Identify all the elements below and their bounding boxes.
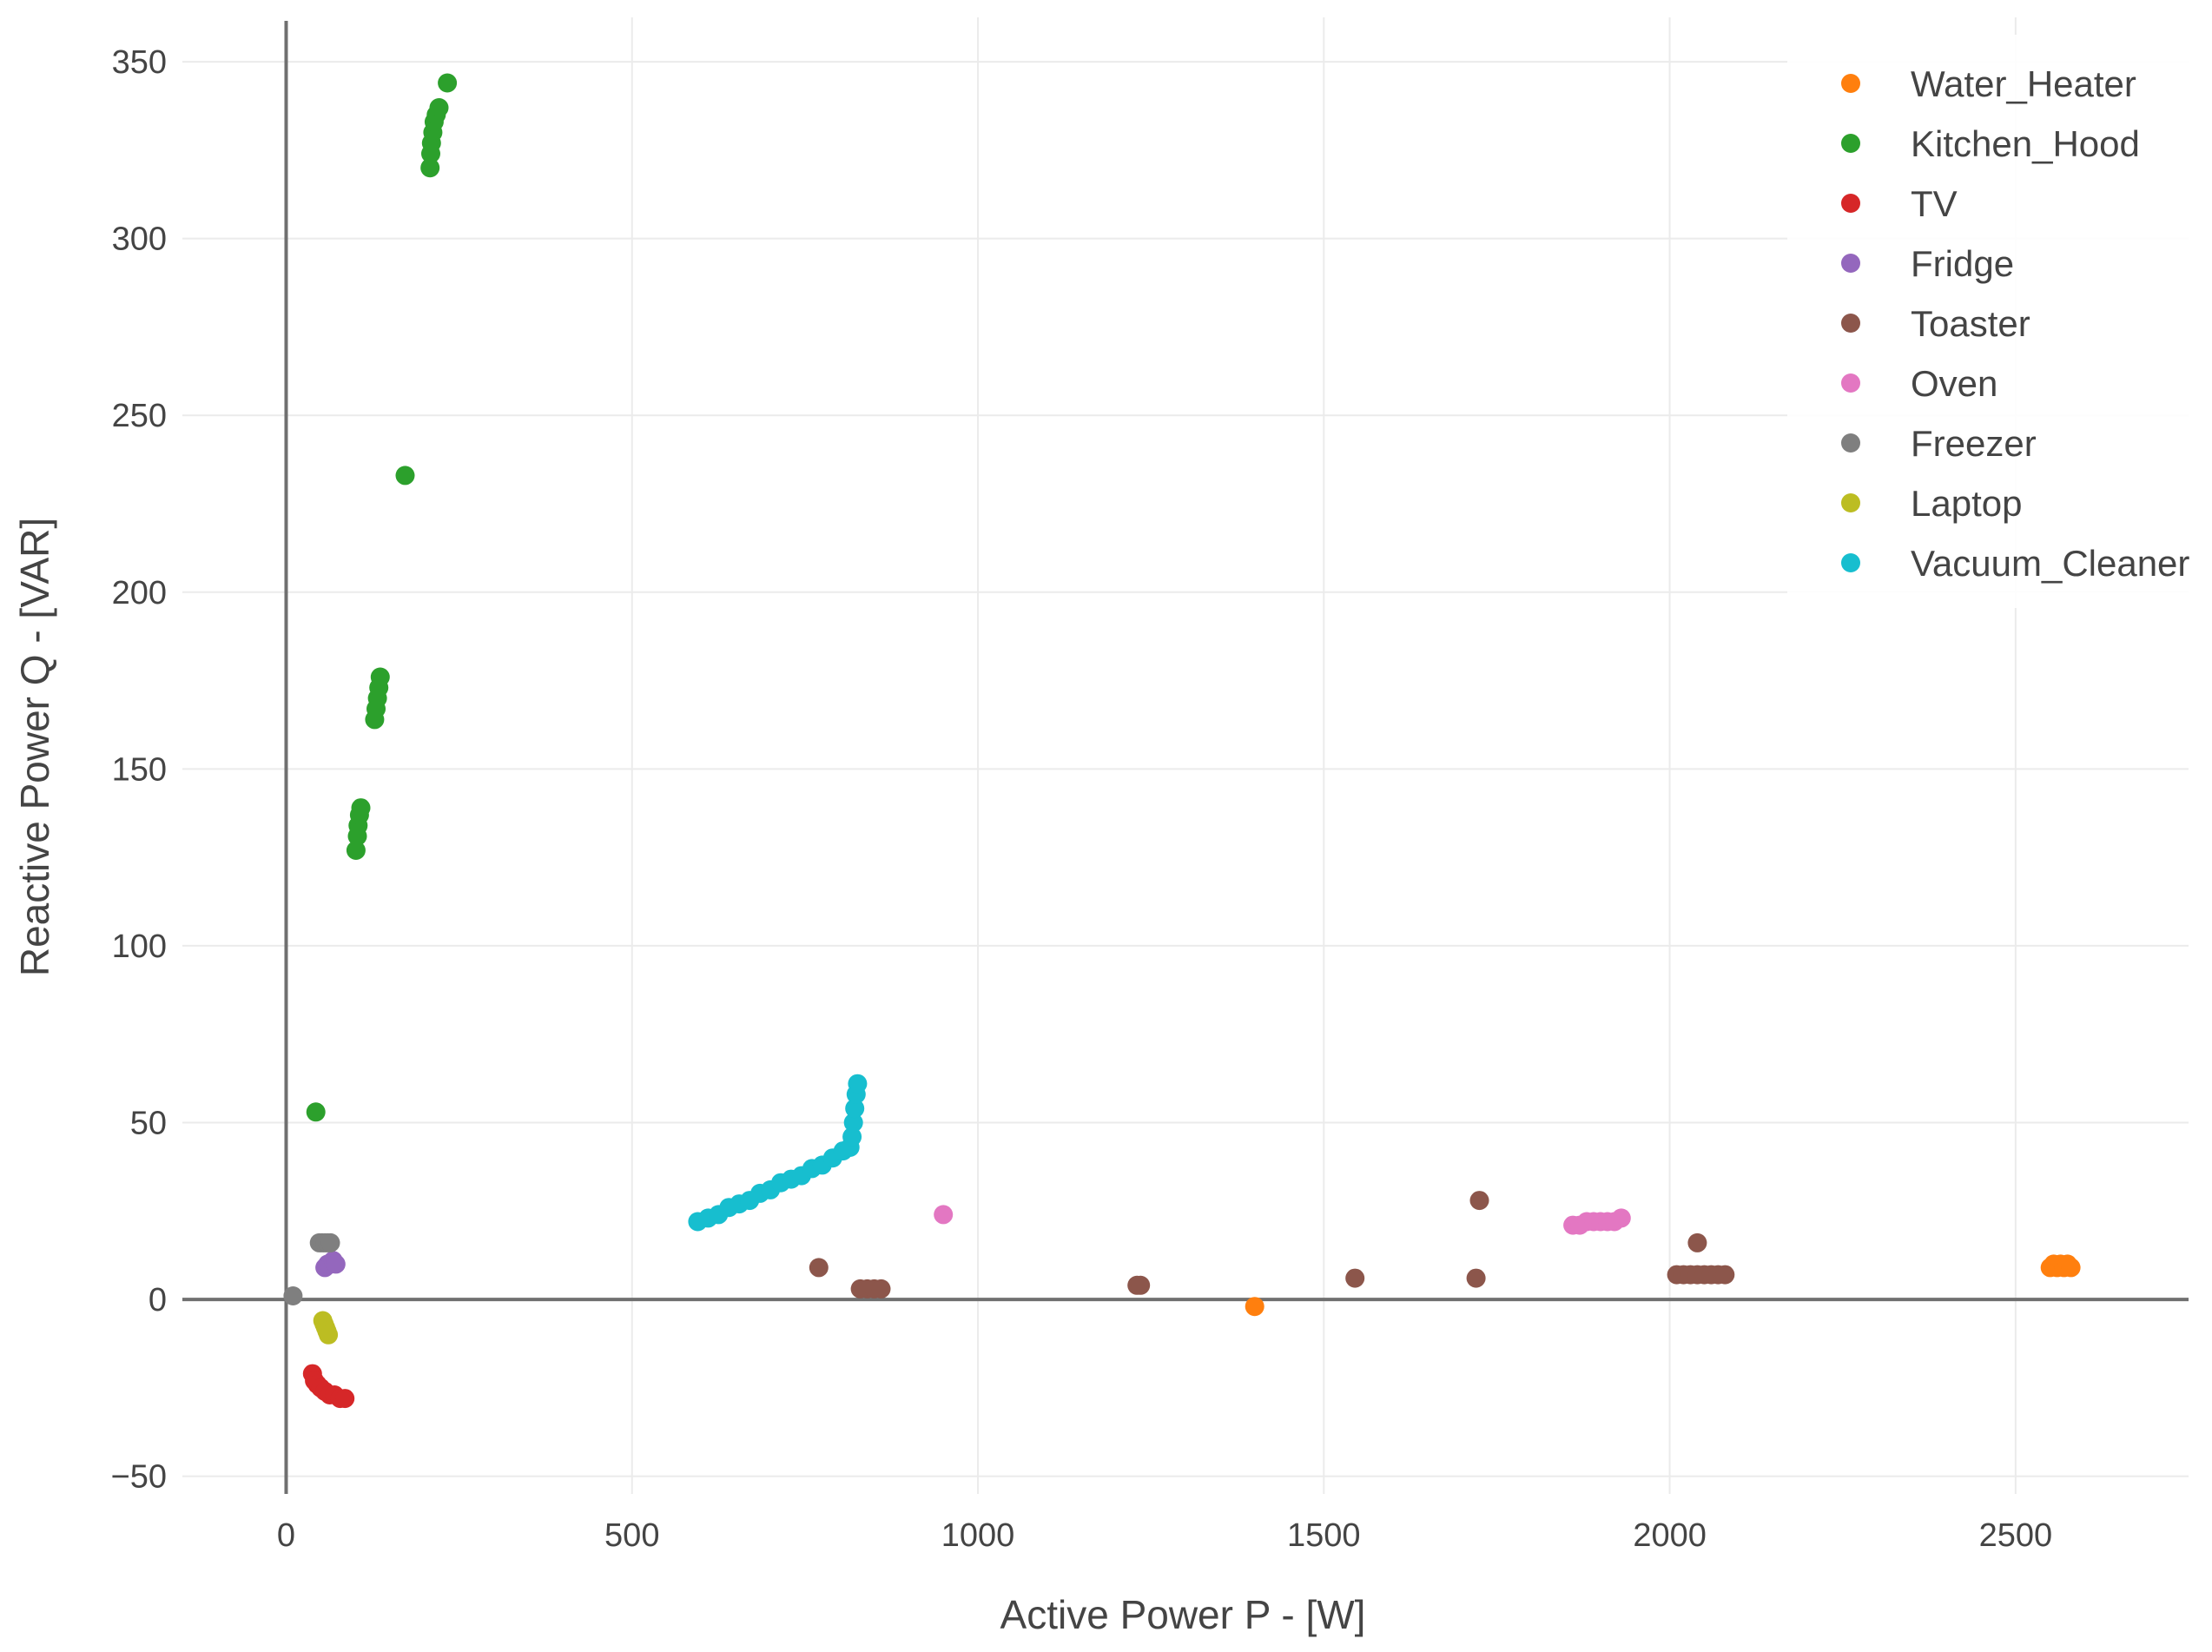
legend-marker <box>1841 373 1860 393</box>
x-tick-label: 2000 <box>1633 1517 1707 1554</box>
data-point <box>843 1113 863 1133</box>
y-tick-label: 200 <box>112 575 167 611</box>
data-point <box>283 1286 303 1305</box>
series-fridge <box>315 1251 346 1278</box>
data-point <box>848 1074 868 1094</box>
zero-lines <box>182 21 2189 1494</box>
series-laptop <box>313 1311 339 1345</box>
legend-marker <box>1841 553 1860 572</box>
y-tick-label: 100 <box>112 928 167 965</box>
data-point <box>370 667 390 687</box>
legend-label: TV <box>1911 183 1958 224</box>
legend-label: Laptop <box>1911 483 2022 524</box>
legend-item: Kitchen_Hood <box>1841 123 2140 164</box>
series-kitchen-hood <box>306 73 458 1122</box>
legend-item: Freezer <box>1841 423 2037 464</box>
data-point <box>809 1258 829 1278</box>
data-point <box>1715 1265 1735 1285</box>
x-tick-label: 2500 <box>1979 1517 2053 1554</box>
legend-marker <box>1841 134 1860 153</box>
data-point <box>351 798 371 818</box>
data-point <box>1469 1191 1489 1211</box>
legend-item: TV <box>1841 183 1958 224</box>
series-oven <box>934 1205 1631 1235</box>
data-point <box>1687 1232 1707 1252</box>
legend-item: Vacuum_Cleaner <box>1841 543 2189 584</box>
x-tick-label: 1500 <box>1287 1517 1361 1554</box>
x-tick-label: 0 <box>277 1517 295 1554</box>
x-axis-title: Active Power P - [W] <box>1000 1592 1366 1637</box>
legend-label: Kitchen_Hood <box>1911 123 2140 164</box>
data-point <box>438 73 458 93</box>
y-tick-label: 50 <box>130 1106 167 1142</box>
data-point <box>871 1279 891 1298</box>
data-points <box>283 73 2081 1409</box>
legend-label: Fridge <box>1911 243 2014 284</box>
data-point <box>1611 1208 1631 1228</box>
legend-label: Freezer <box>1911 423 2037 464</box>
y-tick-label: 150 <box>112 751 167 788</box>
series-toaster <box>809 1191 1735 1298</box>
y-tick-label: 350 <box>112 44 167 81</box>
legend-item: Fridge <box>1841 243 2014 284</box>
data-point <box>395 466 415 486</box>
data-point <box>326 1254 346 1274</box>
data-point <box>1131 1275 1151 1295</box>
legend-item: Oven <box>1841 363 1997 404</box>
data-point <box>1466 1268 1486 1288</box>
legend-label: Oven <box>1911 363 1997 404</box>
data-point <box>2061 1258 2081 1278</box>
data-point <box>306 1102 326 1122</box>
y-tick-label: −50 <box>111 1459 167 1496</box>
y-tick-label: 0 <box>149 1282 167 1318</box>
series-vacuum-cleaner <box>688 1074 868 1232</box>
legend-marker <box>1841 194 1860 213</box>
data-point <box>319 1325 339 1345</box>
legend-marker <box>1841 74 1860 93</box>
legend-item: Laptop <box>1841 483 2022 524</box>
legend-marker <box>1841 493 1860 512</box>
data-point <box>346 841 366 860</box>
y-tick-label: 250 <box>112 398 167 434</box>
legend-item: Toaster <box>1841 303 2030 344</box>
y-tick-label: 300 <box>112 221 167 258</box>
legend-marker <box>1841 314 1860 333</box>
series-tv <box>302 1364 355 1409</box>
x-tick-label: 500 <box>604 1517 659 1554</box>
data-point <box>420 158 440 178</box>
data-point <box>429 98 449 117</box>
legend-label: Toaster <box>1911 303 2030 344</box>
data-point <box>842 1127 862 1146</box>
legend-label: Water_Heater <box>1911 63 2136 104</box>
legend: Water_Heater Kitchen_Hood TV Fridge Toaster O… <box>1787 35 2204 608</box>
data-point <box>1245 1297 1264 1317</box>
series-water-heater <box>1245 1254 2081 1317</box>
x-tick-label: 1000 <box>941 1517 1015 1554</box>
legend-marker <box>1841 433 1860 453</box>
legend-label: Vacuum_Cleaner <box>1911 543 2189 584</box>
x-tick-labels: 0 500 1000 1500 2000 2500 <box>277 1517 2052 1554</box>
data-point <box>934 1205 954 1225</box>
data-point <box>1345 1268 1365 1288</box>
y-axis-title: Reactive Power Q - [VAR] <box>12 518 57 976</box>
data-point <box>320 1232 340 1252</box>
series-freezer <box>283 1232 340 1305</box>
data-point <box>335 1389 355 1409</box>
y-tick-labels: −50 0 50 100 150 200 250 300 350 <box>111 44 167 1496</box>
data-point <box>845 1099 865 1119</box>
legend-marker <box>1841 254 1860 273</box>
legend-item: Water_Heater <box>1841 63 2136 104</box>
